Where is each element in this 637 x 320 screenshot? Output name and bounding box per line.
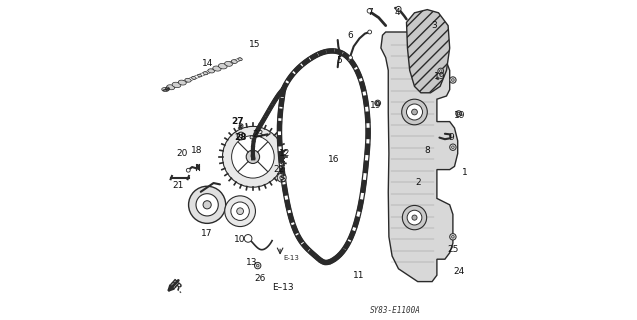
Ellipse shape (208, 69, 215, 73)
Text: 20: 20 (177, 149, 188, 158)
Circle shape (438, 68, 443, 74)
Ellipse shape (192, 76, 196, 79)
Text: 5: 5 (336, 56, 342, 65)
Text: 9: 9 (448, 133, 454, 142)
Circle shape (456, 111, 462, 116)
Circle shape (403, 205, 427, 230)
Circle shape (412, 109, 417, 115)
Circle shape (450, 234, 456, 240)
Ellipse shape (185, 78, 191, 82)
Circle shape (402, 99, 427, 125)
Circle shape (231, 202, 249, 220)
Text: 1: 1 (462, 168, 468, 177)
Circle shape (187, 168, 190, 172)
Circle shape (407, 210, 422, 225)
Ellipse shape (162, 88, 168, 92)
Text: 15: 15 (249, 40, 261, 49)
Circle shape (277, 173, 286, 182)
Circle shape (189, 186, 225, 223)
Text: 6: 6 (348, 31, 354, 40)
Text: 27: 27 (231, 117, 244, 126)
Circle shape (450, 144, 456, 150)
Circle shape (232, 136, 274, 178)
Ellipse shape (197, 74, 201, 77)
Ellipse shape (238, 58, 242, 60)
Text: E-13: E-13 (283, 255, 299, 260)
Text: 25: 25 (448, 245, 459, 254)
Circle shape (250, 136, 254, 139)
Ellipse shape (231, 60, 237, 63)
Circle shape (368, 30, 371, 34)
Ellipse shape (225, 61, 233, 66)
Text: 21: 21 (172, 181, 183, 190)
Circle shape (348, 56, 352, 60)
Text: 7: 7 (367, 8, 373, 17)
Circle shape (247, 150, 260, 164)
Circle shape (203, 201, 211, 209)
Text: 19: 19 (434, 72, 445, 81)
Text: 18: 18 (191, 146, 203, 155)
Ellipse shape (213, 66, 221, 71)
Text: 17: 17 (201, 229, 213, 238)
Circle shape (406, 104, 422, 120)
Text: 26: 26 (255, 274, 266, 283)
Text: 12: 12 (279, 149, 290, 158)
Circle shape (450, 77, 456, 83)
Text: E–13: E–13 (273, 284, 294, 292)
Circle shape (255, 262, 261, 269)
Ellipse shape (203, 72, 208, 75)
Text: 24: 24 (454, 268, 465, 276)
Ellipse shape (167, 85, 175, 90)
Circle shape (196, 194, 218, 216)
Text: 16: 16 (328, 156, 340, 164)
Circle shape (396, 6, 401, 12)
Polygon shape (381, 32, 458, 282)
Circle shape (222, 126, 283, 187)
Circle shape (434, 75, 441, 82)
Text: 28: 28 (234, 133, 247, 142)
Circle shape (237, 208, 243, 215)
Circle shape (225, 196, 255, 227)
Text: 23: 23 (252, 130, 263, 139)
Text: 8: 8 (424, 146, 430, 155)
Circle shape (244, 235, 252, 242)
Circle shape (412, 215, 417, 220)
Text: 22: 22 (273, 165, 284, 174)
Circle shape (367, 9, 371, 13)
Ellipse shape (218, 63, 227, 69)
Text: 10: 10 (234, 236, 245, 244)
Text: 14: 14 (203, 60, 214, 68)
Ellipse shape (178, 80, 186, 85)
Polygon shape (406, 10, 450, 93)
Text: 3: 3 (431, 21, 436, 30)
Text: 19: 19 (369, 101, 381, 110)
Text: SY83-E1100A: SY83-E1100A (370, 306, 420, 315)
Circle shape (237, 132, 245, 140)
Text: 11: 11 (353, 271, 364, 280)
Text: 19: 19 (454, 111, 465, 120)
Text: 13: 13 (246, 258, 258, 267)
Circle shape (375, 100, 380, 106)
Ellipse shape (172, 82, 181, 88)
Text: 2: 2 (415, 178, 420, 187)
Text: FR.: FR. (167, 277, 185, 295)
Text: 4: 4 (394, 8, 399, 17)
